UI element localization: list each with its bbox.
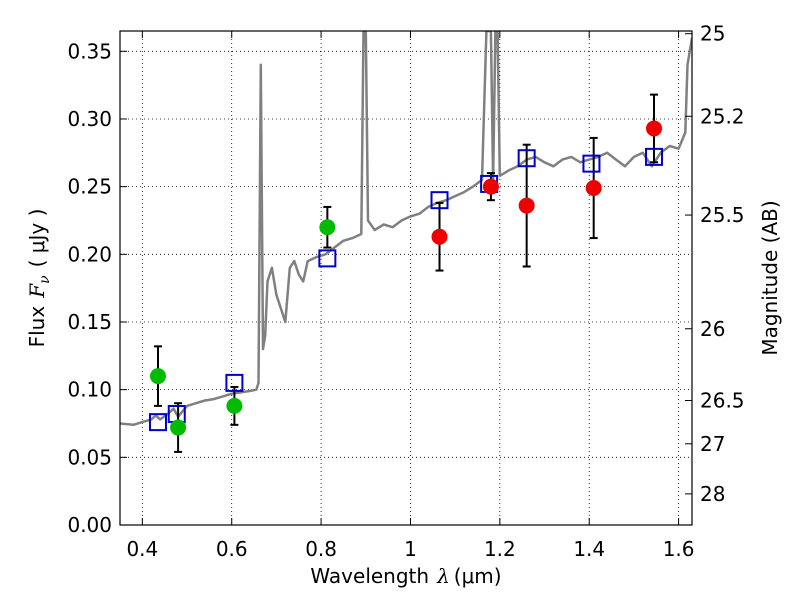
sed-spectrum-line [120,31,692,427]
x-axis: 0.4 0.6 0.8 1 1.2 1.4 1.6 [126,31,695,561]
y2-tick-label: 26 [700,317,725,341]
y2-tick-label: 25.2 [700,104,745,128]
plot-frame [119,30,693,526]
y-tick-label: 0.25 [67,175,112,199]
x-tick-label: 1.6 [663,537,695,561]
y-tick-label: 0.15 [67,310,112,334]
x-tick-label: 0.6 [216,537,248,561]
y2-axis: 25 25.2 25.5 26 26.5 27 28 [685,22,745,506]
model-photometry-square [582,154,601,173]
model-photometry-square [225,373,244,392]
optical-detection-point [149,368,166,385]
plot-area [120,31,692,453]
nir-detection-point [646,120,663,137]
y-axis: 0.00 0.05 0.10 0.15 0.20 0.25 0.30 0.35 [67,39,127,537]
y-tick-label: 0.30 [67,107,112,131]
y-tick-label: 0.35 [67,39,112,63]
x-tick-label: 0.8 [305,537,337,561]
model-photometry-square [148,413,167,432]
y-axis-title: FluxFν( μJy ) [25,209,53,348]
nir-detection-point [482,178,499,195]
y-tick-label: 0.20 [67,242,112,266]
y2-axis-title: Magnitude (AB) [758,200,782,355]
nir-detection-point [431,228,448,245]
optical-detection-point [226,397,243,414]
y2-tick-label: 26.5 [700,388,745,412]
model-photometry-square [517,149,536,168]
y-tick-label: 0.05 [67,445,112,469]
x-tick-label: 0.4 [126,537,158,561]
grid-lines [120,31,692,526]
model-photometry-square [430,191,449,210]
y2-tick-label: 27 [700,432,725,456]
y-tick-label: 0.10 [67,378,112,402]
optical-detection-point [319,219,336,236]
x-tick-label: 1.2 [484,537,516,561]
x-tick-label: 1.4 [573,537,605,561]
y-tick-label: 0.00 [67,513,112,537]
x-tick-label: 1 [404,537,417,561]
y2-tick-label: 25 [700,22,725,46]
optical-detection-point [170,419,187,436]
x-axis-title: Wavelength λ (μm) [310,564,501,588]
nir-detection-point [585,179,602,196]
model-photometry-square [645,147,664,166]
y2-tick-label: 25.5 [700,203,745,227]
nir-detection-point [518,197,535,214]
y2-tick-label: 28 [700,482,725,506]
model-photometry-square [318,249,337,268]
